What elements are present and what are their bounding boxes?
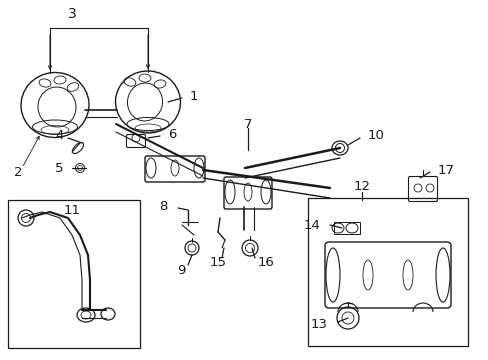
Text: 15: 15 <box>209 256 226 269</box>
Bar <box>333 222 359 234</box>
Text: 2: 2 <box>14 166 22 179</box>
Text: 13: 13 <box>310 319 327 332</box>
Text: 10: 10 <box>367 129 384 141</box>
Bar <box>307 198 467 346</box>
Text: 16: 16 <box>258 256 274 269</box>
Text: 9: 9 <box>176 264 184 276</box>
Text: 11: 11 <box>63 203 81 216</box>
Bar <box>8 200 140 348</box>
Text: 8: 8 <box>159 199 168 212</box>
Text: 3: 3 <box>67 7 76 21</box>
Text: 7: 7 <box>243 117 252 131</box>
Text: 5: 5 <box>54 162 63 175</box>
Text: 4: 4 <box>56 129 64 141</box>
Text: 1: 1 <box>190 90 198 103</box>
Text: 6: 6 <box>168 127 176 140</box>
Text: 12: 12 <box>353 180 370 193</box>
Text: 14: 14 <box>303 219 319 231</box>
Text: 17: 17 <box>437 163 454 176</box>
